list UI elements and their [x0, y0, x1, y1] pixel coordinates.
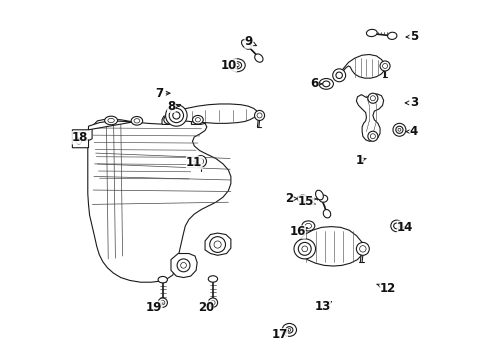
Ellipse shape: [180, 262, 186, 268]
Polygon shape: [162, 116, 178, 125]
Ellipse shape: [301, 246, 307, 252]
Polygon shape: [356, 94, 383, 141]
Text: 14: 14: [396, 221, 412, 234]
Ellipse shape: [356, 242, 368, 255]
Polygon shape: [167, 104, 259, 123]
Ellipse shape: [332, 69, 345, 82]
Ellipse shape: [76, 138, 81, 144]
Ellipse shape: [172, 112, 180, 119]
Ellipse shape: [369, 134, 375, 139]
Ellipse shape: [298, 242, 310, 255]
Ellipse shape: [195, 118, 200, 122]
Polygon shape: [338, 54, 384, 78]
Ellipse shape: [163, 116, 174, 124]
Ellipse shape: [305, 224, 311, 228]
Ellipse shape: [209, 237, 225, 252]
Text: 2: 2: [285, 192, 297, 205]
Ellipse shape: [192, 116, 203, 124]
Text: 6: 6: [310, 77, 321, 90]
Text: 17: 17: [271, 328, 288, 341]
Polygon shape: [72, 126, 92, 148]
Polygon shape: [88, 117, 230, 282]
Text: 5: 5: [405, 30, 417, 43]
Ellipse shape: [390, 220, 402, 231]
Text: 10: 10: [220, 59, 237, 72]
Polygon shape: [191, 115, 205, 125]
Ellipse shape: [254, 111, 264, 121]
Ellipse shape: [134, 119, 140, 123]
Ellipse shape: [166, 118, 171, 122]
Ellipse shape: [208, 276, 217, 282]
Ellipse shape: [397, 129, 400, 131]
Ellipse shape: [379, 61, 389, 71]
Text: 12: 12: [376, 282, 395, 295]
Ellipse shape: [319, 195, 327, 202]
Ellipse shape: [319, 78, 333, 89]
Ellipse shape: [393, 223, 399, 229]
Text: 3: 3: [405, 96, 417, 109]
Text: 7: 7: [155, 87, 170, 100]
Ellipse shape: [169, 108, 183, 123]
Ellipse shape: [214, 241, 221, 248]
Polygon shape: [298, 226, 363, 266]
Ellipse shape: [367, 131, 377, 141]
Text: 20: 20: [197, 301, 213, 314]
Ellipse shape: [104, 116, 117, 125]
Ellipse shape: [210, 301, 215, 305]
Ellipse shape: [367, 93, 377, 103]
Ellipse shape: [177, 259, 190, 272]
Ellipse shape: [293, 239, 315, 259]
Ellipse shape: [158, 298, 167, 307]
Text: 16: 16: [289, 225, 306, 238]
Ellipse shape: [392, 123, 405, 136]
Ellipse shape: [359, 246, 366, 252]
Text: 8: 8: [167, 100, 179, 113]
Text: 18: 18: [71, 131, 88, 144]
Ellipse shape: [387, 32, 396, 40]
Polygon shape: [171, 253, 197, 278]
Ellipse shape: [195, 156, 206, 167]
Ellipse shape: [282, 323, 296, 336]
Ellipse shape: [160, 301, 164, 305]
Ellipse shape: [322, 81, 329, 87]
Ellipse shape: [76, 132, 81, 138]
Ellipse shape: [233, 62, 241, 69]
Ellipse shape: [323, 210, 330, 218]
Ellipse shape: [369, 96, 375, 101]
Text: 15: 15: [297, 195, 315, 208]
Ellipse shape: [395, 126, 402, 134]
Text: 19: 19: [145, 301, 163, 314]
Ellipse shape: [366, 30, 376, 37]
Text: 9: 9: [244, 35, 256, 49]
Ellipse shape: [287, 328, 290, 331]
Text: 13: 13: [314, 300, 331, 313]
Ellipse shape: [131, 117, 142, 125]
Ellipse shape: [158, 276, 167, 283]
Ellipse shape: [241, 40, 250, 49]
Ellipse shape: [301, 221, 314, 231]
Ellipse shape: [335, 72, 342, 78]
Ellipse shape: [208, 298, 217, 307]
Ellipse shape: [235, 63, 239, 67]
Ellipse shape: [257, 113, 262, 118]
Polygon shape: [204, 233, 230, 255]
Text: 1: 1: [354, 154, 366, 167]
Ellipse shape: [315, 190, 323, 200]
Text: 11: 11: [186, 156, 202, 169]
Text: 4: 4: [405, 125, 417, 138]
Ellipse shape: [297, 195, 307, 202]
Ellipse shape: [198, 158, 203, 164]
Ellipse shape: [229, 59, 244, 72]
Ellipse shape: [382, 63, 387, 68]
Ellipse shape: [108, 118, 114, 123]
Ellipse shape: [285, 327, 292, 333]
Polygon shape: [88, 121, 133, 130]
Ellipse shape: [165, 105, 187, 126]
Ellipse shape: [254, 54, 263, 62]
